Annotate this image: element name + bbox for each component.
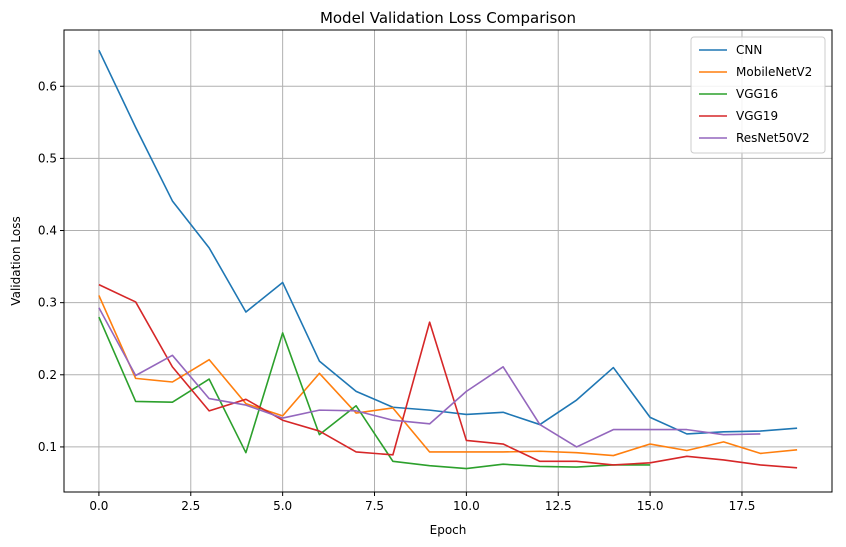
x-tick-label: 17.5 bbox=[729, 499, 756, 513]
x-tick-label: 7.5 bbox=[365, 499, 384, 513]
series-line-mobilenetv2 bbox=[98, 295, 798, 457]
series-line-resnet50v2 bbox=[98, 307, 761, 448]
x-tick-label: 5.0 bbox=[273, 499, 292, 513]
y-tick-label: 0.2 bbox=[38, 368, 57, 382]
series-lines bbox=[98, 49, 798, 470]
y-tick-label: 0.4 bbox=[38, 224, 57, 238]
chart-title: Model Validation Loss Comparison bbox=[320, 9, 576, 27]
series-line-vgg16 bbox=[98, 316, 651, 470]
y-tick-label: 0.1 bbox=[38, 440, 57, 454]
x-tick-label: 0.0 bbox=[89, 499, 108, 513]
x-tick-label: 15.0 bbox=[637, 499, 664, 513]
legend-label-vgg19: VGG19 bbox=[736, 109, 778, 123]
legend-label-vgg16: VGG16 bbox=[736, 87, 778, 101]
x-axis-label: Epoch bbox=[430, 523, 467, 537]
legend: CNN MobileNetV2 VGG16 VGG19 ResNet50V2 bbox=[690, 36, 826, 154]
y-tick-label: 0.3 bbox=[38, 296, 57, 310]
x-tick-label: 2.5 bbox=[181, 499, 200, 513]
x-tick-label: 12.5 bbox=[545, 499, 572, 513]
y-axis-label: Validation Loss bbox=[9, 216, 23, 305]
x-axis-ticks: 0.0 2.5 5.0 7.5 10.0 12.5 15.0 17.5 bbox=[89, 492, 755, 513]
series-line-vgg19 bbox=[98, 283, 798, 469]
legend-label-resnet50v2: ResNet50V2 bbox=[736, 131, 810, 145]
legend-box bbox=[690, 36, 826, 154]
legend-label-cnn: CNN bbox=[736, 43, 762, 57]
x-tick-label: 10.0 bbox=[453, 499, 480, 513]
y-tick-label: 0.5 bbox=[38, 151, 57, 165]
plot-frame bbox=[63, 29, 833, 493]
y-axis-ticks: 0.1 0.2 0.3 0.4 0.5 0.6 bbox=[38, 79, 64, 454]
legend-label-mobilenetv2: MobileNetV2 bbox=[736, 65, 812, 79]
y-tick-label: 0.6 bbox=[38, 79, 57, 93]
series-line-cnn bbox=[98, 49, 798, 435]
